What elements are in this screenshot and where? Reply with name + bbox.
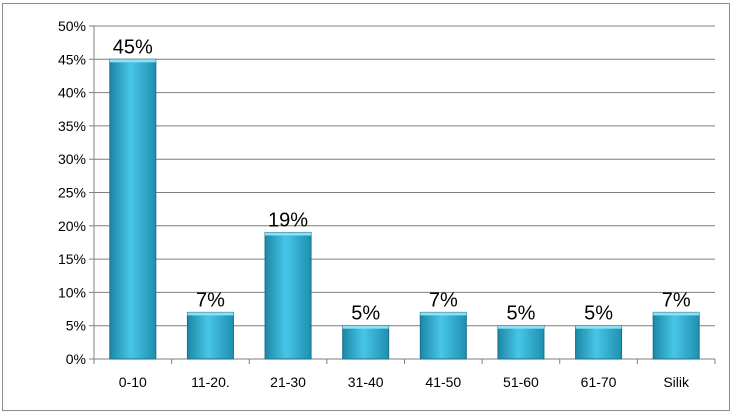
x-tick-label: 0-10	[119, 374, 147, 390]
data-label: 7%	[662, 289, 691, 311]
data-label: 5%	[584, 303, 613, 325]
x-tick-label: Silik	[663, 374, 690, 390]
y-tick-label: 20%	[58, 218, 86, 234]
bar-top-highlight	[109, 59, 156, 63]
bar-31-40	[342, 325, 390, 360]
data-label: 19%	[268, 209, 308, 231]
bar-51-60	[497, 325, 545, 360]
x-axis-tick-labels: 0-10 11-20. 21-30 31-40 41-50 51-60 61-70 Silik	[119, 374, 690, 390]
axes	[89, 25, 716, 364]
bar-top-highlight	[265, 232, 312, 236]
y-tick-label: 10%	[58, 284, 86, 300]
bar-top-highlight	[187, 312, 234, 316]
bar-top-highlight	[653, 312, 700, 316]
x-tick-label: 11-20.	[191, 374, 230, 390]
x-tick-label: 61-70	[581, 374, 617, 390]
bar-top-highlight	[420, 312, 467, 316]
y-tick-label: 50%	[58, 18, 86, 34]
x-tick-label: 21-30	[270, 374, 306, 390]
y-tick-label: 35%	[58, 118, 86, 134]
bar-21-30	[264, 231, 312, 360]
y-tick-label: 0%	[66, 351, 86, 367]
y-tick-label: 30%	[58, 151, 86, 167]
x-tick-label: 31-40	[348, 374, 384, 390]
bar-0-10	[109, 58, 157, 360]
bar-Silik	[652, 311, 700, 360]
bar-top-highlight	[497, 325, 544, 329]
y-tick-label: 45%	[58, 51, 86, 67]
data-label: 7%	[429, 289, 458, 311]
y-axis-tick-labels: 0% 5% 10% 15% 20% 25% 30% 35% 40% 45% 50%	[58, 18, 86, 367]
bar-41-50	[419, 311, 467, 360]
gridlines	[94, 25, 715, 327]
bar-61-70	[575, 325, 623, 360]
y-tick-label: 40%	[58, 85, 86, 101]
y-tick-label: 15%	[58, 251, 86, 267]
bar-top-highlight	[575, 325, 622, 329]
data-labels: 45% 7% 19% 5% 7% 5% 5% 7%	[113, 36, 691, 324]
y-tick-label: 25%	[58, 185, 86, 201]
data-label: 7%	[196, 289, 225, 311]
bar-11-20.	[186, 311, 234, 360]
data-label: 5%	[351, 303, 380, 325]
data-label: 45%	[113, 36, 153, 58]
bar-top-highlight	[342, 325, 389, 329]
y-tick-label: 5%	[66, 318, 86, 334]
x-tick-label: 41-50	[425, 374, 461, 390]
bars	[109, 58, 700, 360]
data-label: 5%	[506, 303, 535, 325]
x-tick-label: 51-60	[503, 374, 539, 390]
